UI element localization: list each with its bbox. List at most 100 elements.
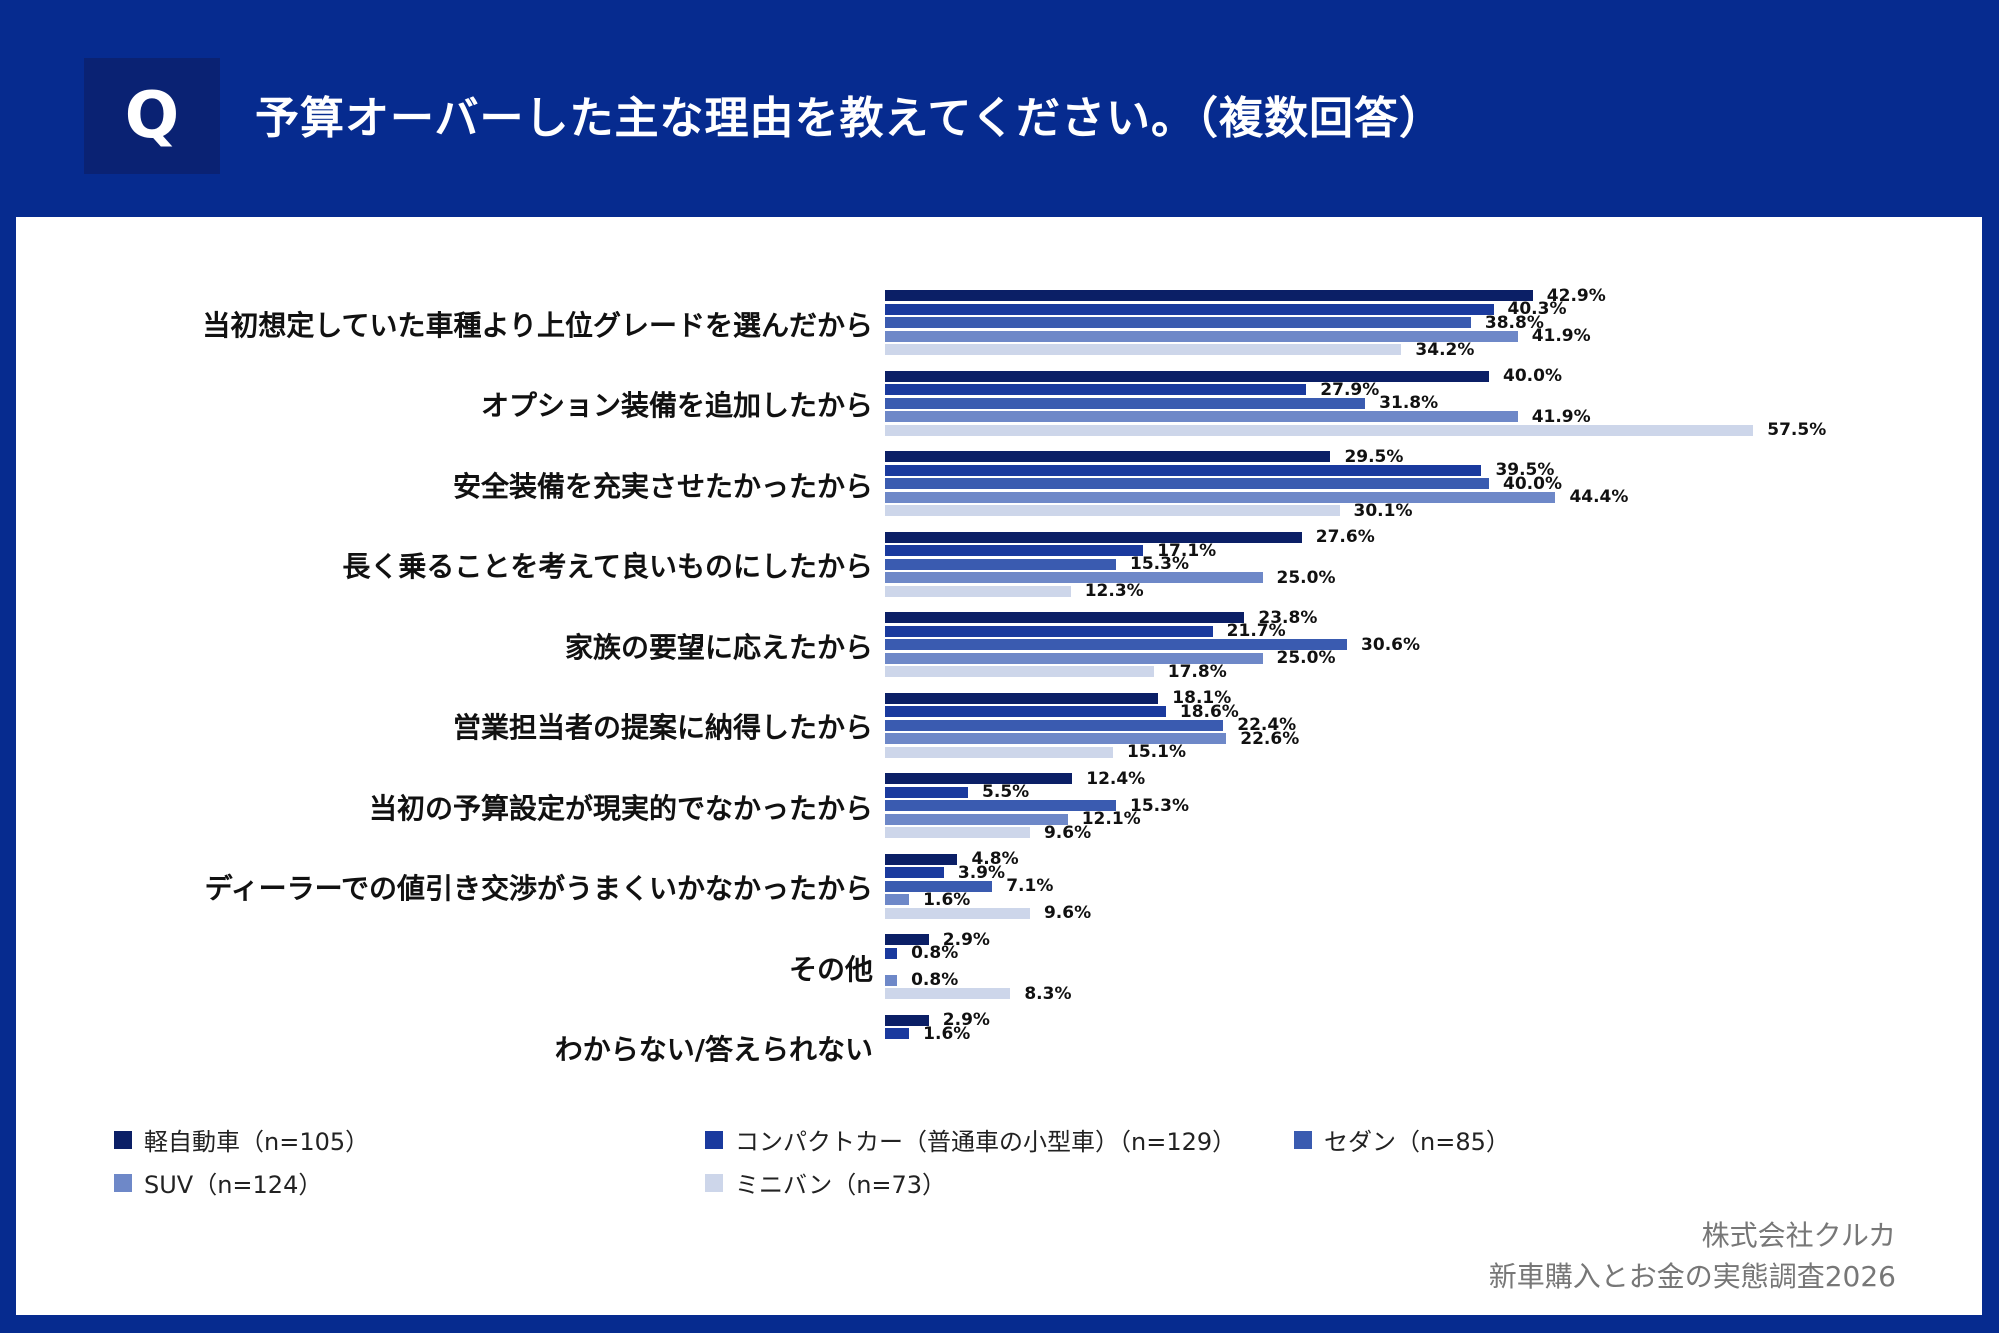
chart-panel: 当初想定していた車種より上位グレードを選んだから 42.9% 40.3% 38.8% 4… xyxy=(16,217,1982,1315)
bar-value-label: 40.0% xyxy=(1503,473,1562,494)
bar-value-label: 18.1% xyxy=(1172,688,1232,708)
bar-value-label: 25.0% xyxy=(1276,567,1336,588)
bar-value-label: 39.5% xyxy=(1495,460,1555,480)
bar-value-label: 41.9% xyxy=(1531,326,1591,346)
bar-value-label: 5.5% xyxy=(982,782,1030,802)
legend-swatch xyxy=(705,1173,723,1192)
bar-value-label: 1.6% xyxy=(923,1023,971,1044)
bar-value-label: 12.1% xyxy=(1081,809,1141,829)
bar xyxy=(885,344,1402,355)
bar-value-label: 41.9% xyxy=(1531,406,1591,427)
bar xyxy=(885,786,969,798)
bar-value-label: 2.9% xyxy=(942,1010,990,1030)
category-label: 当初想定していた車種より上位グレードを選んだから xyxy=(202,308,873,342)
bar xyxy=(885,384,1307,395)
bar xyxy=(885,370,1489,382)
bar-value-label: 3.9% xyxy=(957,862,1006,883)
bar xyxy=(885,1014,929,1026)
bar xyxy=(885,692,1159,704)
bar xyxy=(885,666,1154,677)
bar-value-label: 57.5% xyxy=(1767,420,1827,440)
bar xyxy=(885,330,1518,342)
legend-label: ミニバン（n=73） xyxy=(735,1171,947,1199)
credit-company: 株式会社クルカ xyxy=(1701,1219,1896,1252)
legend-label: コンパクトカー（普通車の小型車）（n=129） xyxy=(735,1128,1237,1156)
bar xyxy=(885,545,1144,556)
bar-value-label: 15.3% xyxy=(1130,795,1189,816)
bar xyxy=(885,317,1471,328)
bar-value-label: 25.0% xyxy=(1276,648,1336,668)
bar-value-label: 27.9% xyxy=(1320,379,1380,400)
bar-value-label: 9.6% xyxy=(1043,822,1092,843)
legend-swatch xyxy=(1294,1130,1312,1149)
category-label: 当初の予算設定が現実的でなかったから xyxy=(368,791,873,825)
bar-value-label: 34.2% xyxy=(1415,339,1475,360)
bar xyxy=(885,813,1068,825)
category-label: オプション装備を追加したから xyxy=(480,389,873,423)
legend-swatch xyxy=(705,1130,723,1149)
bar xyxy=(885,988,1011,999)
q-badge: Q xyxy=(84,58,220,174)
bar xyxy=(885,424,1754,436)
bar xyxy=(885,867,944,878)
bar-value-label: 22.4% xyxy=(1237,715,1297,735)
bar xyxy=(885,625,1213,637)
bar xyxy=(885,719,1224,731)
bar xyxy=(885,478,1489,489)
bar-value-label: 23.8% xyxy=(1258,607,1318,628)
bar xyxy=(885,558,1117,570)
bar-value-label: 27.6% xyxy=(1315,527,1375,547)
bar-value-label: 7.1% xyxy=(1006,876,1054,896)
legend-label: 軽自動車（n=105） xyxy=(144,1128,370,1156)
bar-value-label: 44.4% xyxy=(1569,487,1629,507)
header: Q 予算オーバーした主な理由を教えてください。（複数回答） xyxy=(0,0,1999,215)
bar xyxy=(885,303,1494,315)
bar xyxy=(885,612,1245,623)
legend-swatch xyxy=(114,1173,132,1192)
bar xyxy=(885,706,1166,717)
legend-swatch xyxy=(114,1130,132,1149)
bar-value-label: 15.1% xyxy=(1127,742,1186,762)
bar-value-label: 12.4% xyxy=(1086,768,1146,789)
bar-value-label: 17.8% xyxy=(1167,661,1227,682)
category-label: 安全装備を充実させたかったから xyxy=(452,469,873,503)
bar xyxy=(885,773,1073,784)
bar xyxy=(885,585,1071,597)
bar xyxy=(885,652,1263,664)
legend-item: セダン（n=85） xyxy=(1294,1122,1510,1157)
bar xyxy=(885,746,1113,758)
bar xyxy=(885,827,1030,838)
bar-value-label: 8.3% xyxy=(1024,983,1072,1004)
bar xyxy=(885,907,1030,919)
bar xyxy=(885,974,898,986)
legend-item: コンパクトカー（普通車の小型車）（n=129） xyxy=(705,1122,1236,1157)
legend-item: SUV（n=124） xyxy=(114,1165,322,1200)
category-label: その他 xyxy=(788,952,873,986)
bar-value-label: 31.8% xyxy=(1379,393,1439,413)
bar xyxy=(885,491,1556,503)
bar-value-label: 21.7% xyxy=(1226,621,1286,641)
bar xyxy=(885,397,1366,409)
bar-value-label: 42.9% xyxy=(1546,285,1606,306)
bar xyxy=(885,531,1302,543)
bar-value-label: 15.3% xyxy=(1130,554,1189,574)
legend-item: ミニバン（n=73） xyxy=(705,1165,946,1200)
category-label: 長く乗ることを考えて良いものにしたから xyxy=(342,550,873,584)
bar xyxy=(885,464,1482,476)
bar-value-label: 1.6% xyxy=(923,889,971,910)
bar-value-label: 40.3% xyxy=(1507,299,1567,319)
bar xyxy=(885,947,898,959)
bar-value-label: 22.6% xyxy=(1240,728,1300,749)
bar-value-label: 30.6% xyxy=(1361,634,1421,655)
bar-value-label: 40.0% xyxy=(1503,366,1562,386)
question-title: 予算オーバーした主な理由を教えてください。（複数回答） xyxy=(255,93,1445,144)
category-label: 家族の要望に応えたから xyxy=(564,630,873,664)
bar-value-label: 4.8% xyxy=(971,849,1019,869)
bar xyxy=(885,639,1348,650)
bar xyxy=(885,880,993,892)
bar xyxy=(885,894,910,905)
bar xyxy=(885,290,1533,301)
bar xyxy=(885,800,1117,811)
bar xyxy=(885,451,1331,462)
category-label: 営業担当者の提案に納得したから xyxy=(452,711,873,745)
